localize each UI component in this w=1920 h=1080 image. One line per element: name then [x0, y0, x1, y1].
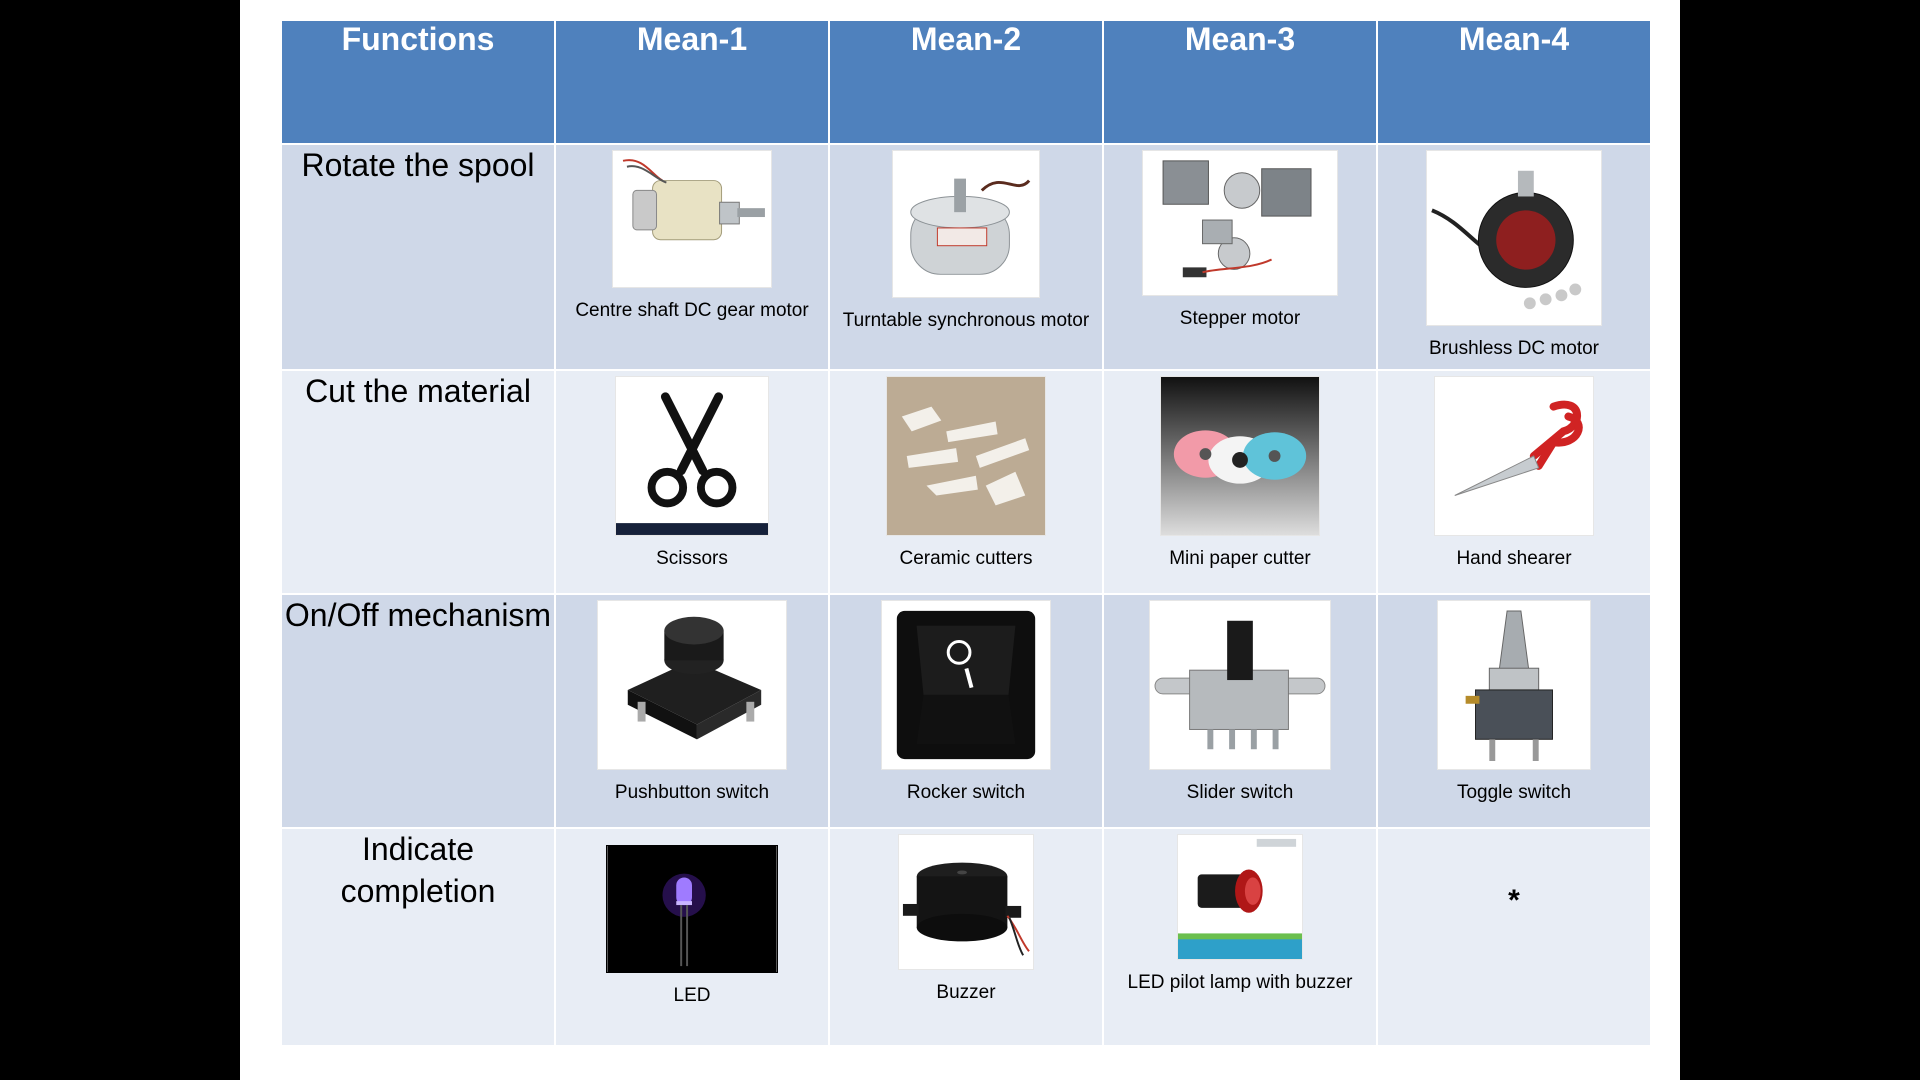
table-cell: Turntable synchronous motor: [828, 143, 1104, 371]
table-row: Cut the material Scissors: [280, 369, 1652, 595]
header-mean-1: Mean-1: [554, 19, 830, 145]
toggle-switch-icon: [1437, 600, 1591, 770]
placeholder-asterisk: *: [1508, 884, 1520, 917]
function-label: Indicate completion: [280, 827, 556, 1047]
pushbutton-icon: [597, 600, 787, 770]
dc-gear-motor-icon: [612, 150, 772, 288]
ceramic-cutters-icon: [886, 376, 1046, 536]
function-label: On/Off mechanism: [280, 593, 556, 829]
morphological-chart: Functions Mean-1 Mean-2 Mean-3 Mean-4 Ro…: [280, 19, 1652, 1047]
mean-caption: Mini paper cutter: [1169, 548, 1311, 569]
mean-caption: Centre shaft DC gear motor: [575, 300, 809, 321]
table-cell: Rocker switch: [828, 593, 1104, 829]
mean-caption: Ceramic cutters: [899, 548, 1033, 569]
led-icon: [606, 845, 778, 973]
synchronous-motor-icon: [892, 150, 1040, 298]
table-cell: Stepper motor: [1102, 143, 1378, 371]
pilot-lamp-icon: [1177, 834, 1303, 960]
mean-caption: LED pilot lamp with buzzer: [1127, 972, 1353, 993]
stepper-motor-icon: [1142, 150, 1338, 296]
header-functions: Functions: [280, 19, 556, 145]
table-cell: Ceramic cutters: [828, 369, 1104, 595]
slider-switch-icon: [1149, 600, 1331, 770]
mean-caption: Toggle switch: [1456, 782, 1572, 803]
table-row: On/Off mechanism Pushbutton switch: [280, 593, 1652, 829]
table-cell: Slider switch: [1102, 593, 1378, 829]
table-cell: Brushless DC motor: [1376, 143, 1652, 371]
function-label: Rotate the spool: [280, 143, 556, 371]
table-cell: LED: [554, 827, 830, 1047]
mean-caption: LED: [673, 985, 711, 1006]
table-cell: Centre shaft DC gear motor: [554, 143, 830, 371]
table-row: Indicate completion LED: [280, 827, 1652, 1047]
mean-caption: Hand shearer: [1456, 548, 1572, 569]
rocker-switch-icon: [881, 600, 1051, 770]
mean-caption: Turntable synchronous motor: [842, 310, 1090, 331]
header-row: Functions Mean-1 Mean-2 Mean-3 Mean-4: [280, 19, 1652, 145]
table-cell: *: [1376, 827, 1652, 1047]
mean-caption: Slider switch: [1186, 782, 1294, 803]
mean-caption: Brushless DC motor: [1429, 338, 1599, 359]
function-label: Cut the material: [280, 369, 556, 595]
scissors-icon: [615, 376, 769, 536]
table-cell: Buzzer: [828, 827, 1104, 1047]
slide: Functions Mean-1 Mean-2 Mean-3 Mean-4 Ro…: [240, 0, 1680, 1080]
table-row: Rotate the spool Centre shaft DC gear mo…: [280, 143, 1652, 371]
mean-caption: Pushbutton switch: [614, 782, 770, 803]
brushless-motor-icon: [1426, 150, 1602, 326]
buzzer-icon: [898, 834, 1034, 970]
table-cell: Pushbutton switch: [554, 593, 830, 829]
mean-caption: Buzzer: [936, 982, 996, 1003]
mean-caption: Stepper motor: [1179, 308, 1301, 329]
table-cell: Toggle switch: [1376, 593, 1652, 829]
mean-caption: Rocker switch: [906, 782, 1026, 803]
hand-shearer-icon: [1434, 376, 1594, 536]
header-mean-4: Mean-4: [1376, 19, 1652, 145]
header-mean-2: Mean-2: [828, 19, 1104, 145]
table-cell: Hand shearer: [1376, 369, 1652, 595]
mean-caption: Scissors: [656, 548, 728, 569]
table-cell: Scissors: [554, 369, 830, 595]
header-mean-3: Mean-3: [1102, 19, 1378, 145]
table-cell: Mini paper cutter: [1102, 369, 1378, 595]
paper-cutter-icon: [1160, 376, 1320, 536]
table-cell: LED pilot lamp with buzzer: [1102, 827, 1378, 1047]
